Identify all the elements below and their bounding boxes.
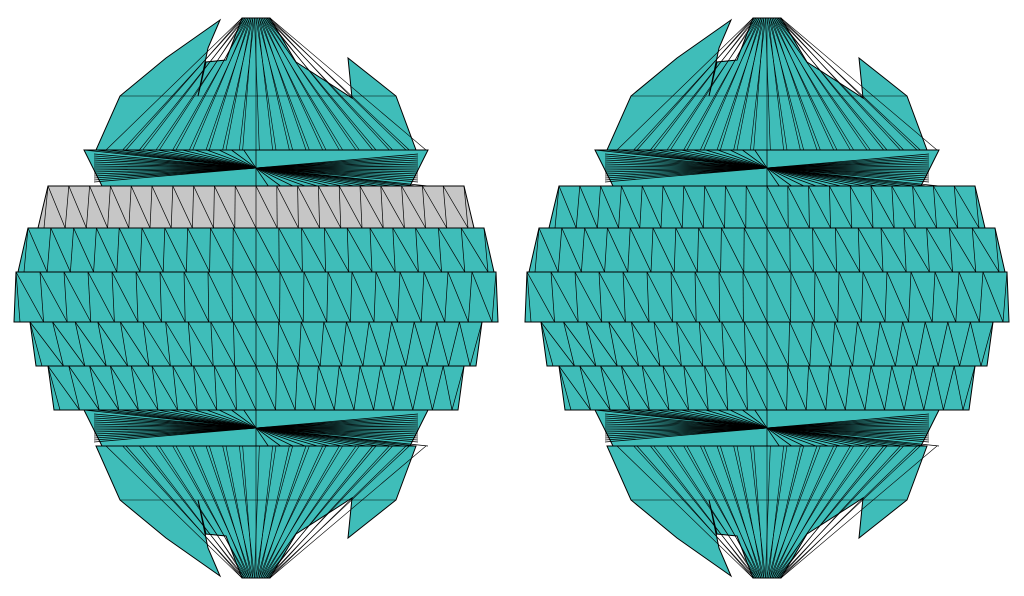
band-edges [554,185,980,229]
collar-edges [594,409,940,447]
band-edges [43,185,469,229]
mesh-panel-left [13,17,499,579]
upper-collar [83,149,429,187]
collar-edges [83,409,429,447]
band-edges [15,271,497,323]
mesh-bands [524,185,1010,411]
mesh-panel-right [524,17,1010,579]
band-edges [526,271,1008,323]
band-edges [29,321,483,367]
mesh-bands [13,185,499,411]
collar-edges [83,149,429,187]
collar-edges [594,149,940,187]
band-edges [558,365,976,411]
lower-collar [594,409,940,447]
band-edges [534,227,1000,273]
lower-cap [606,445,938,579]
upper-collar [594,149,940,187]
band-edges [47,365,465,411]
cap-edges [105,17,427,151]
cap-edges [616,445,938,579]
band-edges [23,227,489,273]
cap-edges [616,17,938,151]
band-edges [540,321,994,367]
upper-cap [95,17,427,151]
lower-cap [95,445,427,579]
lower-collar [83,409,429,447]
cap-edges [105,445,427,579]
upper-cap [606,17,938,151]
